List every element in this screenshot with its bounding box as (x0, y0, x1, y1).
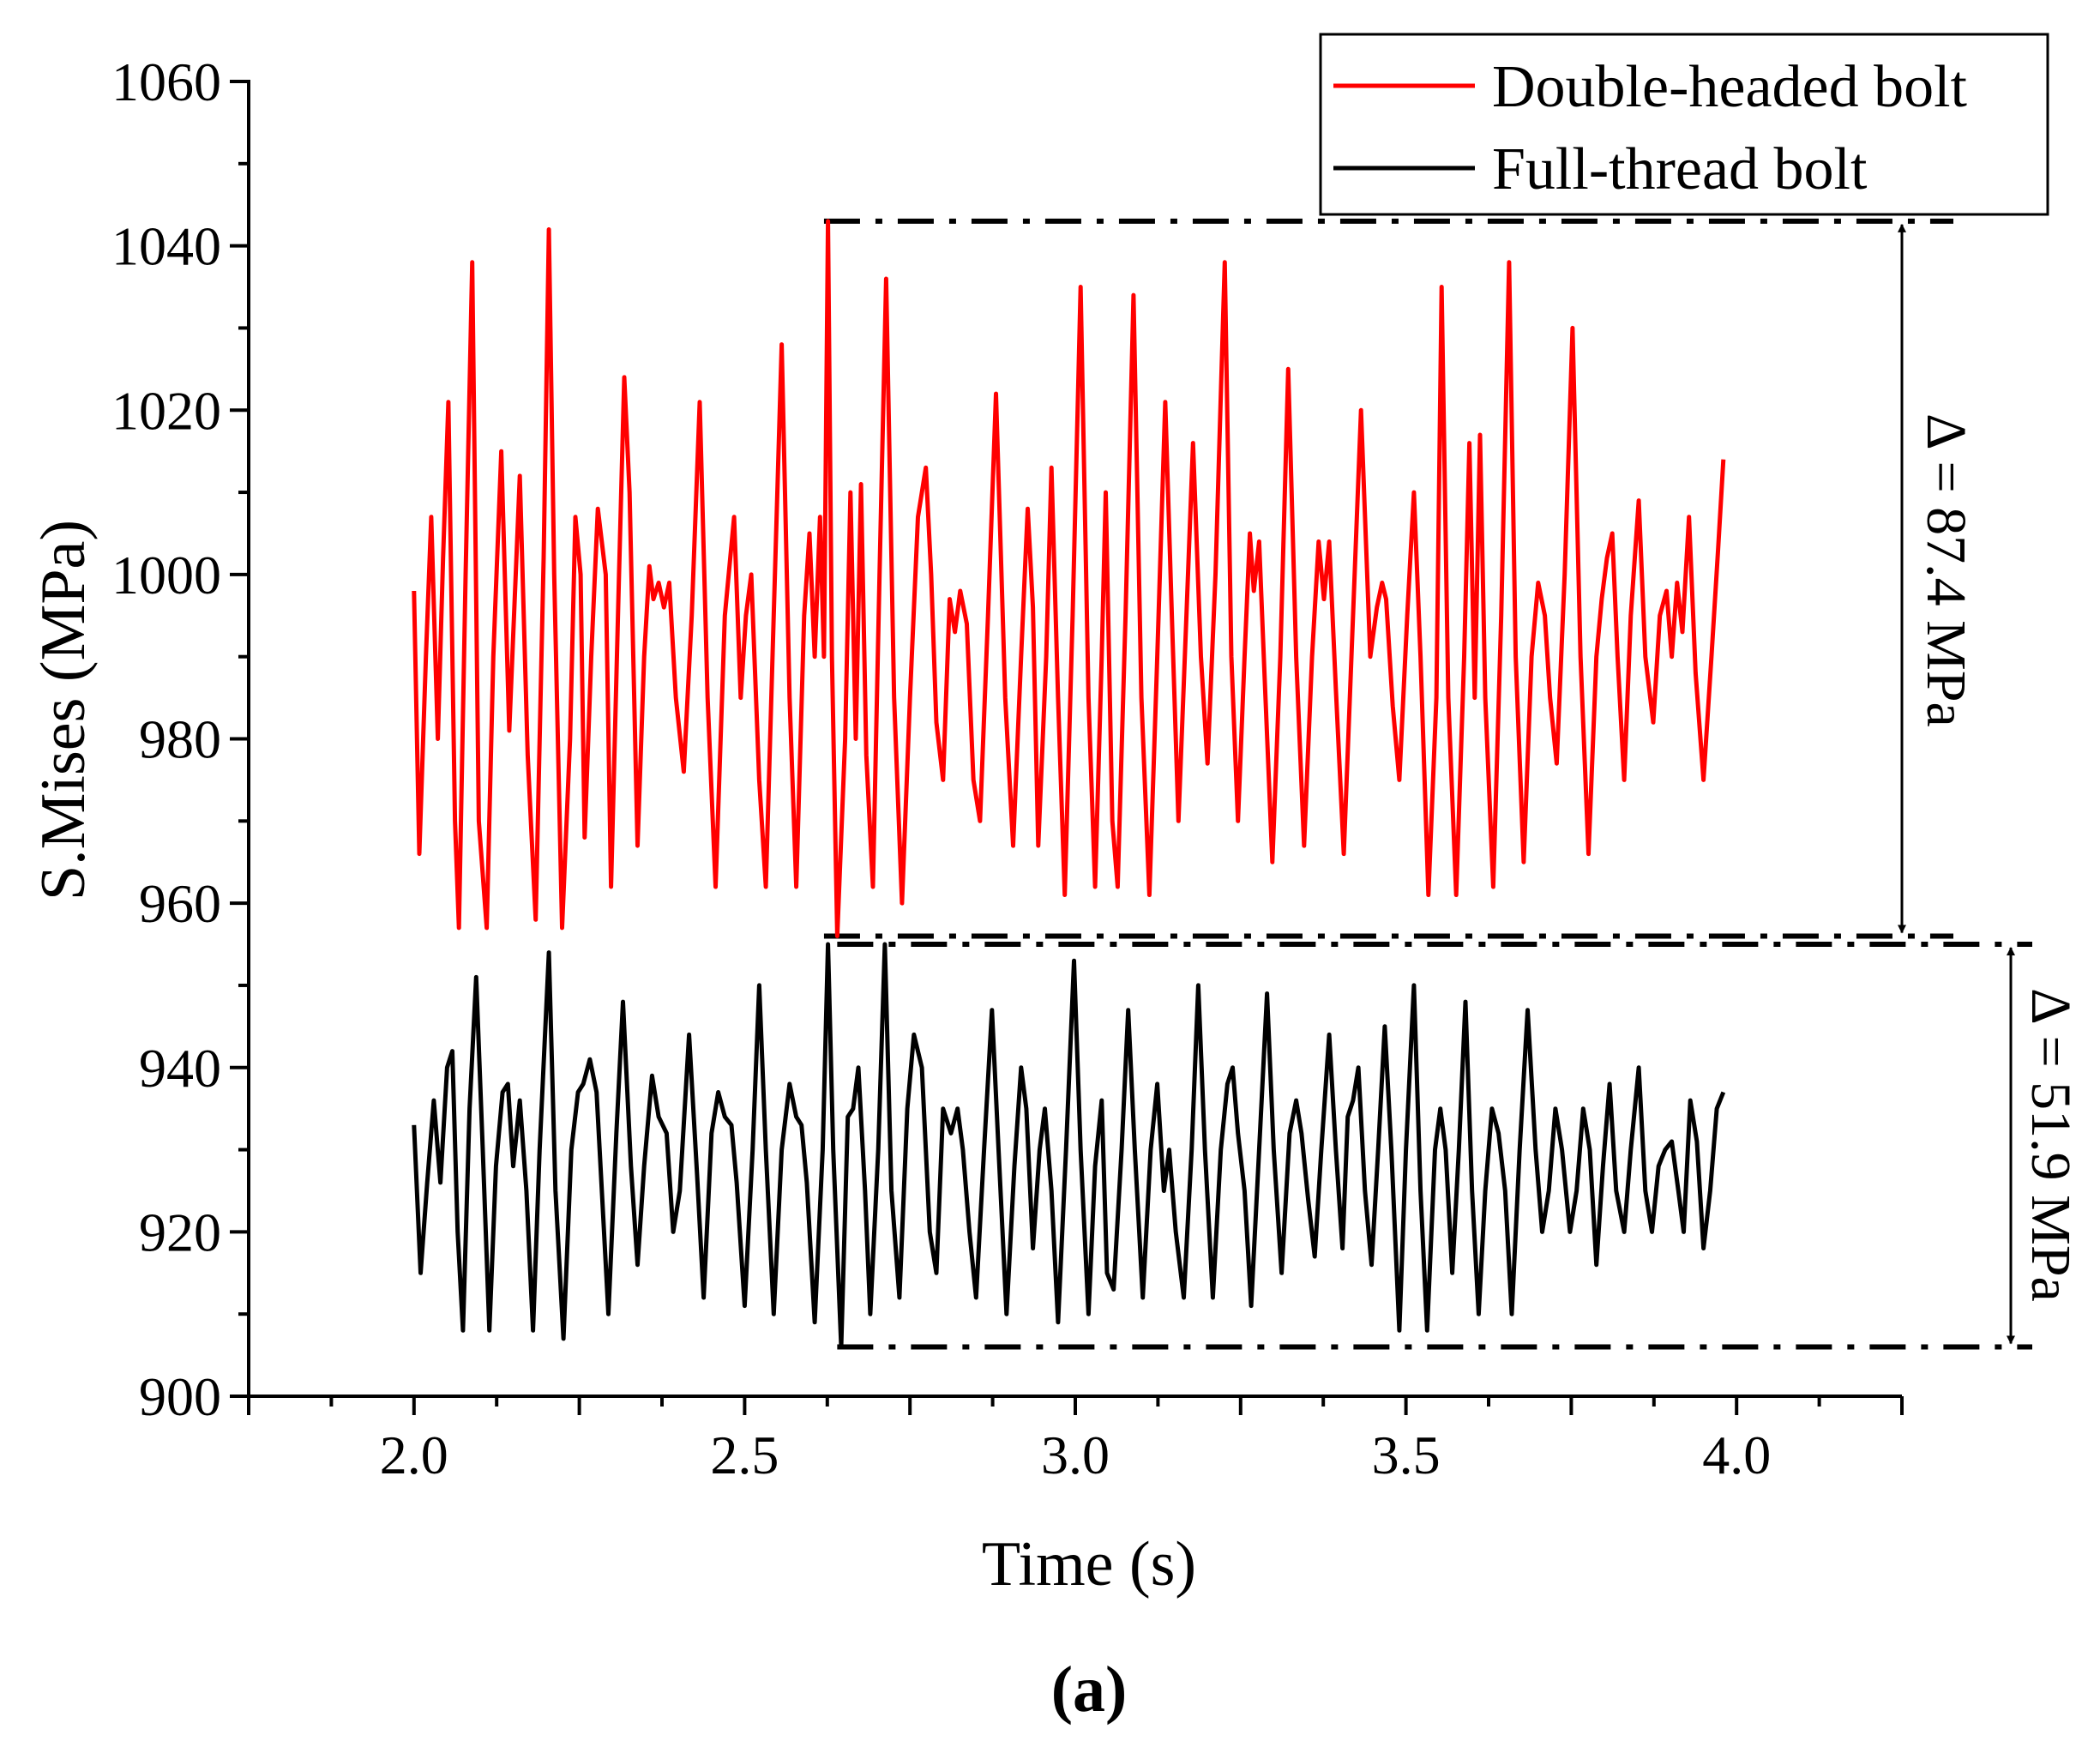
y-tick-label: 1000 (111, 545, 221, 605)
delta-label-full-thread: Δ = 51.9 MPa (2019, 988, 2082, 1302)
legend-box (1319, 33, 2049, 216)
x-tick-label: 2.5 (710, 1425, 779, 1485)
x-tick-label: 2.0 (380, 1425, 448, 1485)
y-tick-label: 940 (139, 1038, 221, 1099)
x-tick-label: 3.0 (1041, 1425, 1110, 1485)
y-axis-title: S.Mises (MPa) (28, 520, 99, 901)
legend-label-double-headed: Double-headed bolt (1492, 54, 1968, 120)
y-tick-label: 1060 (111, 51, 221, 112)
delta-label-double-headed: Δ = 87.4 MPa (1915, 413, 1977, 727)
y-tick-label: 980 (139, 709, 221, 770)
y-tick-label: 960 (139, 873, 221, 934)
panel-label: (a) (1051, 1654, 1128, 1726)
legend: Double-headed bolt Full-thread bolt (1319, 33, 2049, 216)
y-tick-label: 1040 (111, 216, 221, 277)
series-layer (412, 219, 1726, 1349)
x-tick-label: 4.0 (1702, 1425, 1771, 1485)
x-axis-title: Time (s) (982, 1529, 1196, 1599)
delta-guides (823, 218, 2032, 1350)
series-line-full-thread-bolt (412, 942, 1726, 1349)
x-tick-label: 3.5 (1372, 1425, 1441, 1485)
axes: 900 920 940 960 980 1000 1020 1040 1060 2.0 2.5 3.0… (111, 51, 1904, 1485)
y-tick-label: 900 (139, 1366, 221, 1427)
legend-label-full-thread: Full-thread bolt (1492, 136, 1868, 202)
y-tick-label: 920 (139, 1202, 221, 1262)
series-line-double-headed-bolt (412, 219, 1726, 938)
y-tick-label: 1020 (111, 380, 221, 441)
